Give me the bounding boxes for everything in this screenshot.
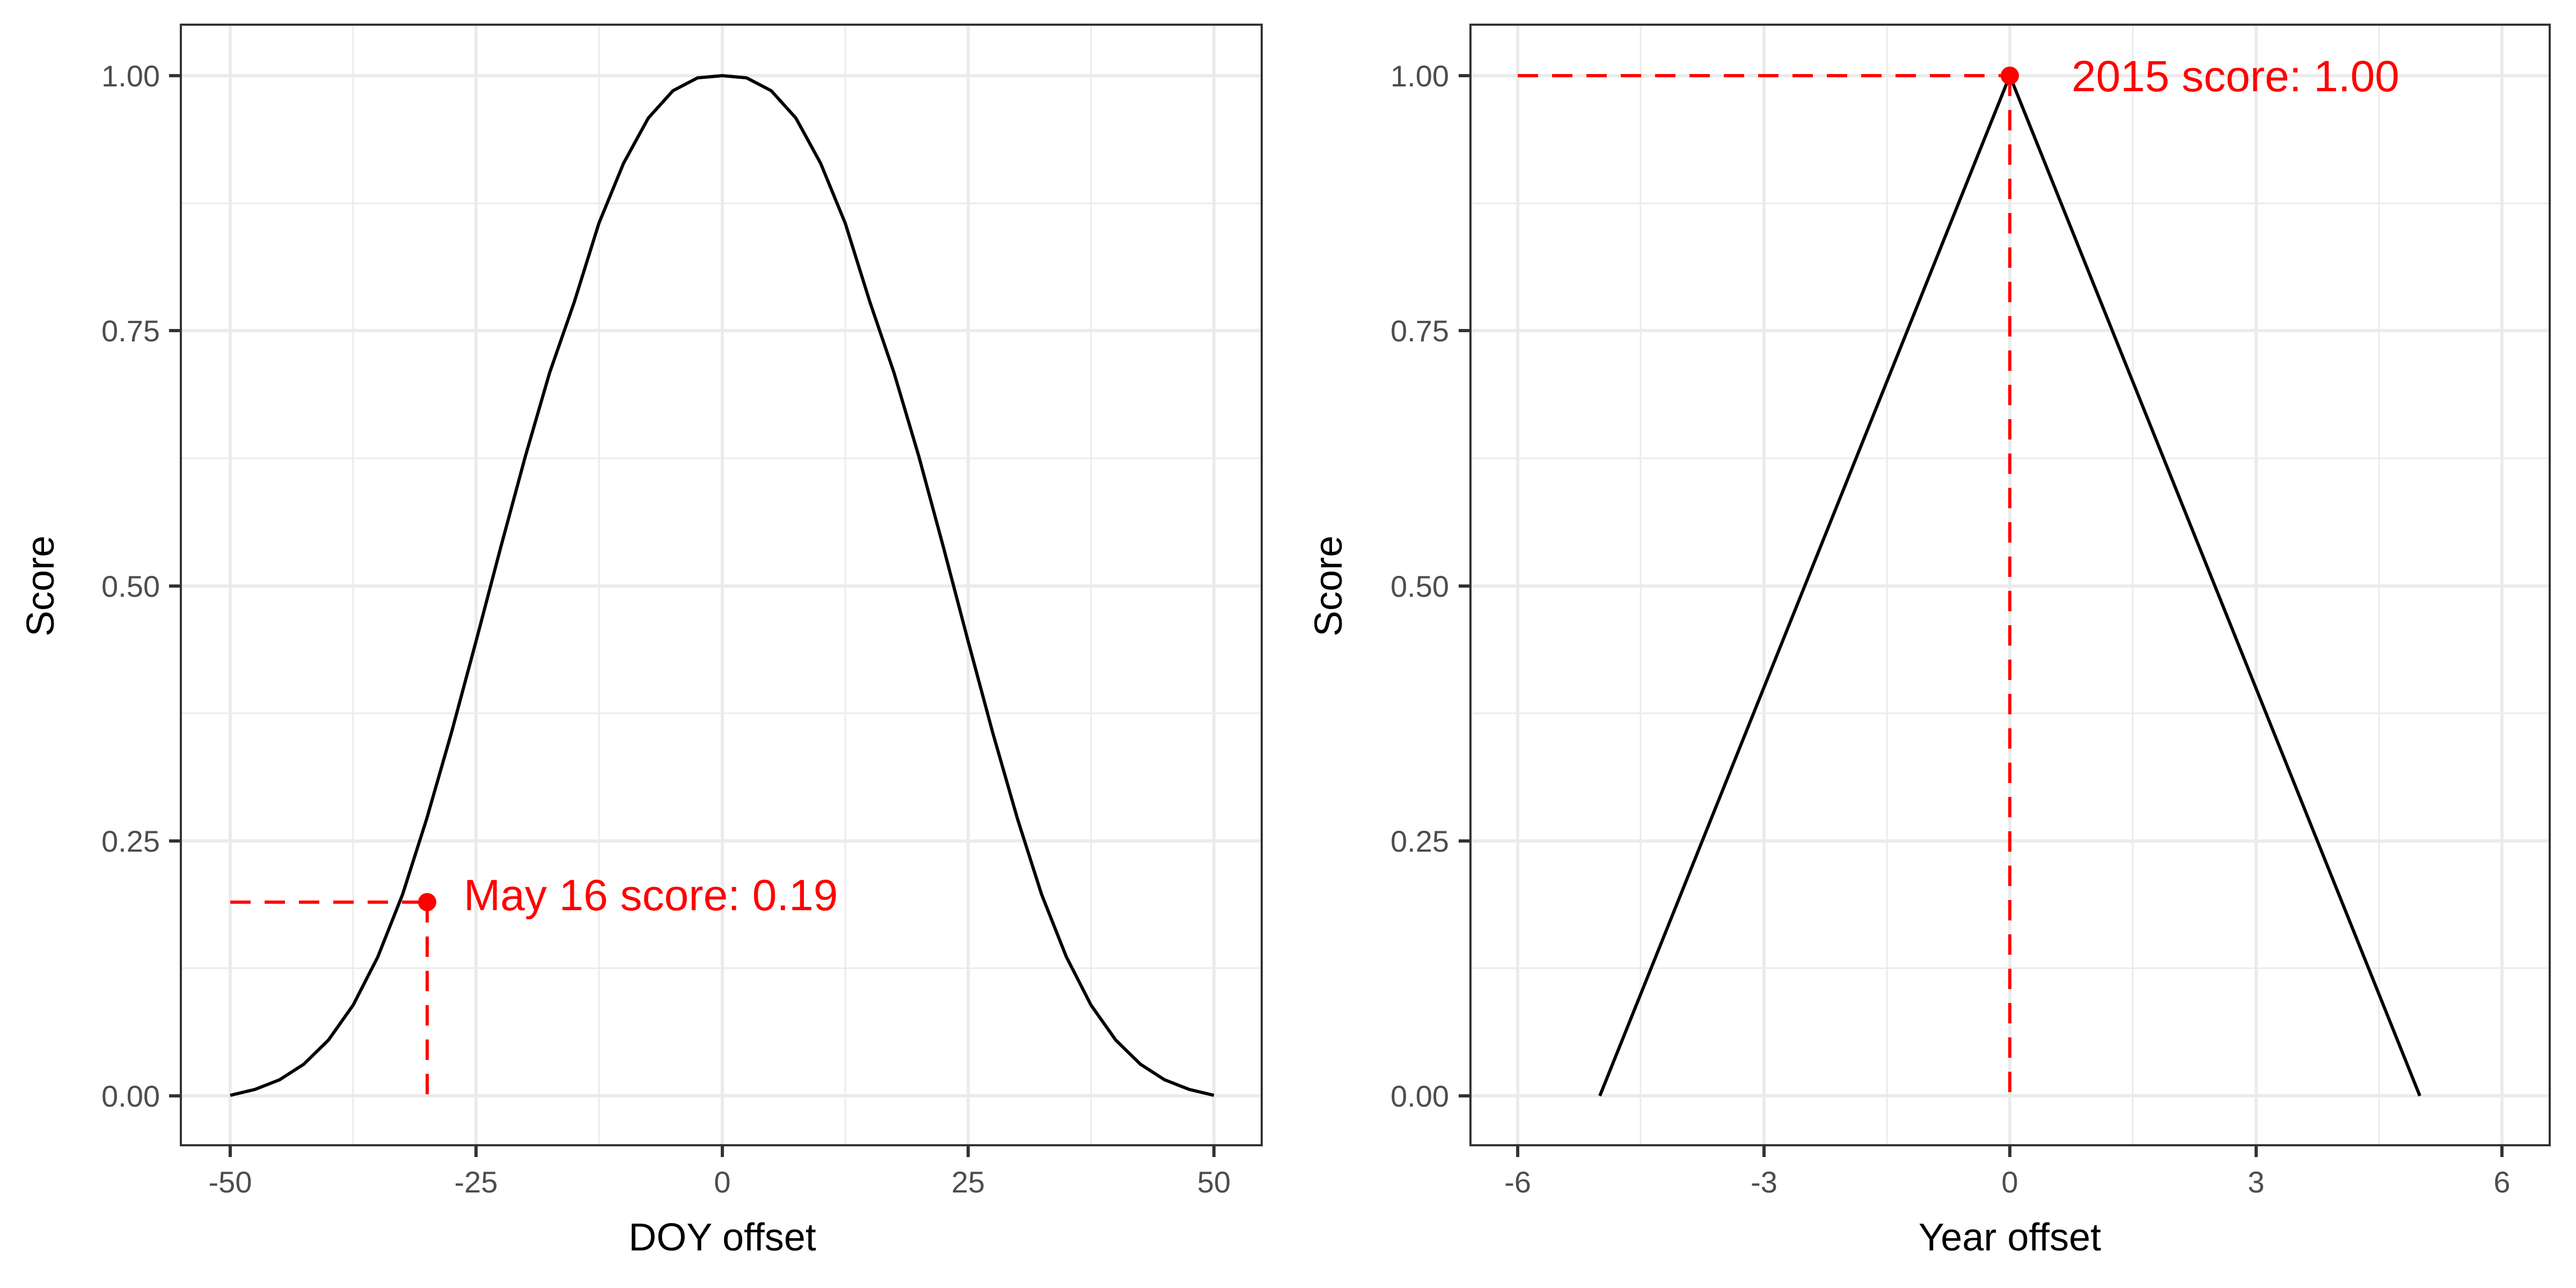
left-y-axis-title: Score (19, 536, 62, 636)
right-x-tick-2: 0 (2001, 1165, 2018, 1199)
right-highlight-guides (1518, 74, 2011, 1096)
right-y-tick-3: 0.75 (1391, 314, 1449, 348)
right-y-tick-labels: 0.00 0.25 0.50 0.75 1.00 (1391, 59, 1449, 1113)
left-y-tick-2: 0.50 (101, 569, 160, 603)
right-x-tick-3: 3 (2248, 1165, 2264, 1199)
left-x-tick-labels: -50 -25 0 25 50 (209, 1165, 1231, 1199)
left-y-ticks (169, 74, 181, 1097)
left-panel: May 16 score: 0.19 0.00 0.25 0.50 0.75 1… (19, 24, 1263, 1259)
left-x-tick-1: -25 (455, 1165, 498, 1199)
right-y-tick-0: 0.00 (1391, 1079, 1449, 1113)
left-y-tick-4: 1.00 (101, 59, 160, 93)
right-panel: 2015 score: 1.00 0.00 0.25 0.50 0.75 1.0… (1307, 24, 2551, 1259)
left-highlight-guides (230, 901, 429, 1096)
right-x-axis-title: Year offset (1919, 1216, 2101, 1259)
right-x-tick-labels: -6 -3 0 3 6 (1504, 1165, 2510, 1199)
right-y-tick-4: 1.00 (1391, 59, 1449, 93)
left-x-tick-4: 50 (1197, 1165, 1231, 1199)
left-x-tick-0: -50 (209, 1165, 252, 1199)
left-y-tick-labels: 0.00 0.25 0.50 0.75 1.00 (101, 59, 160, 1113)
left-y-tick-3: 0.75 (101, 314, 160, 348)
right-x-tick-4: 6 (2493, 1165, 2510, 1199)
left-y-tick-0: 0.00 (101, 1079, 160, 1113)
right-y-axis-title: Score (1307, 536, 1350, 636)
left-score-curve (230, 74, 1214, 1097)
left-x-tick-3: 25 (952, 1165, 985, 1199)
right-x-tick-0: -6 (1504, 1165, 1531, 1199)
right-y-tick-1: 0.25 (1391, 824, 1449, 858)
left-highlight-point (418, 893, 436, 911)
right-x-ticks (1516, 1145, 2504, 1157)
right-major-grid (1470, 25, 2550, 1145)
right-y-tick-2: 0.50 (1391, 569, 1449, 603)
left-x-axis-title: DOY offset (628, 1216, 816, 1259)
left-annotation: May 16 score: 0.19 (464, 871, 838, 920)
right-y-ticks (1459, 74, 1470, 1097)
left-x-tick-2: 0 (714, 1165, 730, 1199)
right-x-tick-1: -3 (1751, 1165, 1777, 1199)
left-y-tick-1: 0.25 (101, 824, 160, 858)
left-x-ticks (229, 1145, 1216, 1157)
left-major-grid (181, 25, 1262, 1145)
right-annotation: 2015 score: 1.00 (2072, 52, 2399, 101)
right-highlight-point (2001, 67, 2019, 85)
